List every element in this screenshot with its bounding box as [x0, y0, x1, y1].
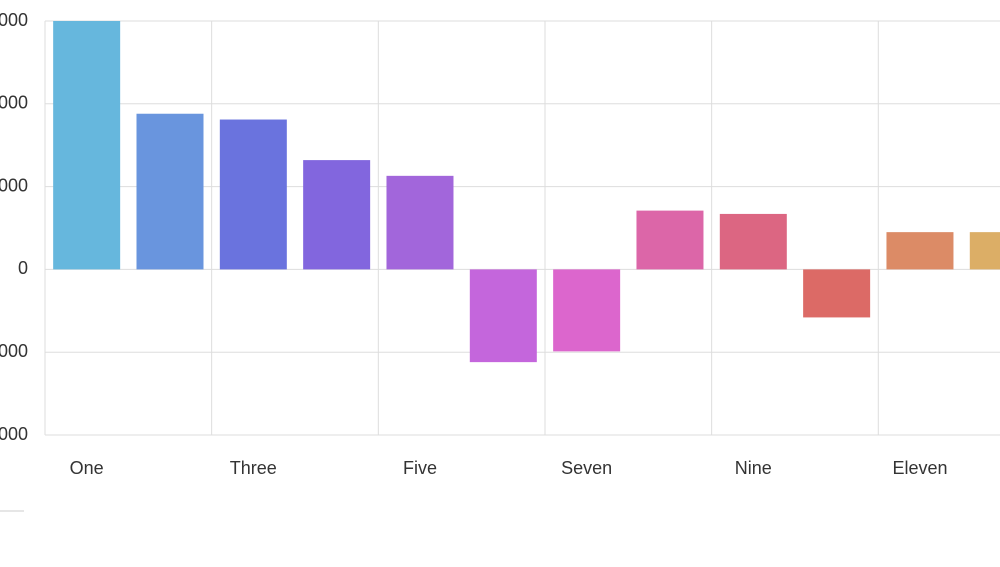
- bar: [886, 232, 954, 270]
- x-tick-label: Seven: [561, 458, 612, 478]
- bar: [719, 213, 787, 270]
- y-tick-label: 1000: [0, 175, 28, 195]
- bar: [386, 175, 454, 270]
- bar: [803, 269, 871, 318]
- x-tick-label: One: [70, 458, 104, 478]
- x-tick-label: Eleven: [892, 458, 947, 478]
- y-tick-label: 2000: [0, 93, 28, 113]
- y-tick-label: -2000: [0, 424, 28, 444]
- y-tick-label: 3000: [0, 10, 28, 30]
- x-tick-label: Five: [403, 458, 437, 478]
- y-tick-label: 0: [18, 258, 28, 278]
- y-tick-label: -1000: [0, 341, 28, 361]
- bar: [303, 160, 371, 270]
- bar: [219, 119, 287, 270]
- bar: [969, 232, 1000, 270]
- bar: [136, 113, 204, 270]
- bar: [636, 210, 704, 270]
- bar: [53, 21, 121, 270]
- bar: [469, 269, 537, 363]
- bar: [553, 269, 621, 352]
- x-tick-label: Three: [230, 458, 277, 478]
- x-tick-label: Nine: [735, 458, 772, 478]
